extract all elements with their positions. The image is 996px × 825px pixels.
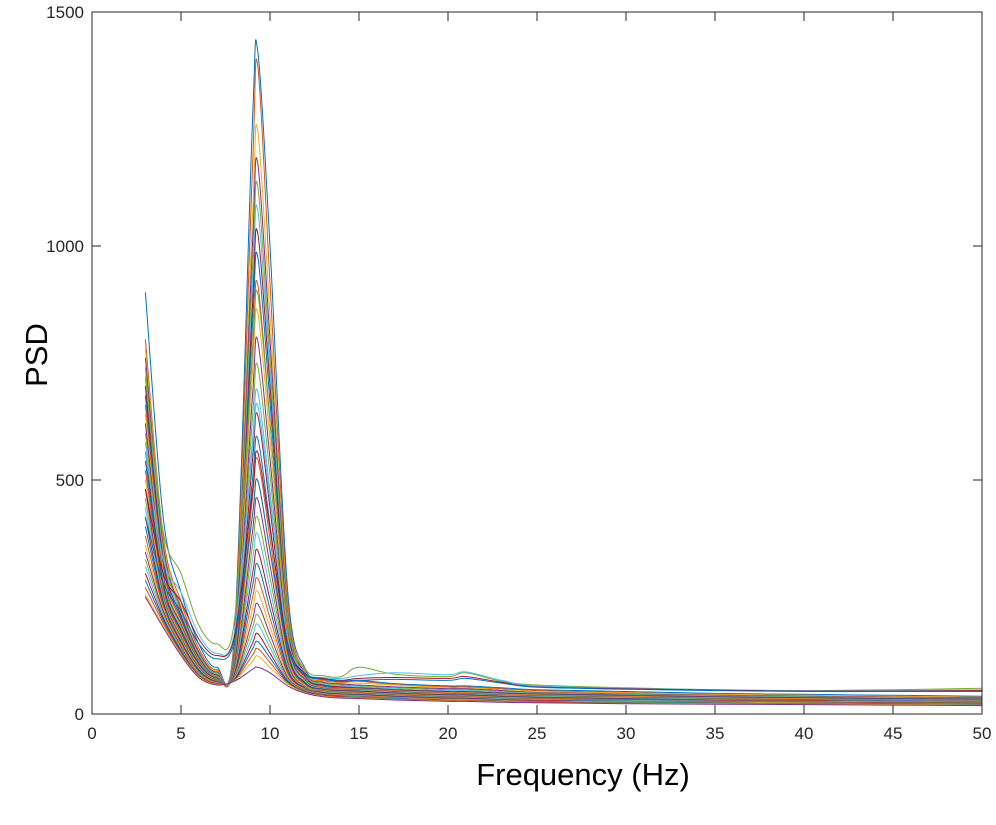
psd-series-line: [144, 535, 983, 705]
y-tick-label: 1500: [46, 3, 84, 22]
x-tick-label: 15: [350, 724, 369, 743]
psd-series-line: [144, 251, 983, 700]
psd-series-line: [144, 124, 983, 698]
x-tick-label: 45: [884, 724, 903, 743]
y-tick-label: 500: [56, 471, 84, 490]
x-tick-label: 0: [87, 724, 96, 743]
x-tick-label: 50: [973, 724, 992, 743]
x-tick-label: 10: [261, 724, 280, 743]
series-group: [144, 39, 983, 707]
plot-frame: [91, 11, 983, 715]
x-tick-label: 5: [176, 724, 185, 743]
y-tick-label: 1000: [46, 237, 84, 256]
psd-series-line: [144, 596, 983, 707]
x-axis-label: Frequency (Hz): [476, 757, 690, 792]
x-tick-label: 35: [706, 724, 725, 743]
x-tick-label: 40: [795, 724, 814, 743]
x-tick-label: 30: [617, 724, 636, 743]
x-tick-label: 20: [439, 724, 458, 743]
psd-series-line: [144, 478, 983, 693]
y-tick-label: 0: [75, 705, 84, 724]
psd-series-line: [144, 39, 983, 697]
y-axis-label: PSD: [19, 323, 54, 387]
psd-series-line: [144, 488, 983, 704]
x-tick-label: 25: [528, 724, 547, 743]
